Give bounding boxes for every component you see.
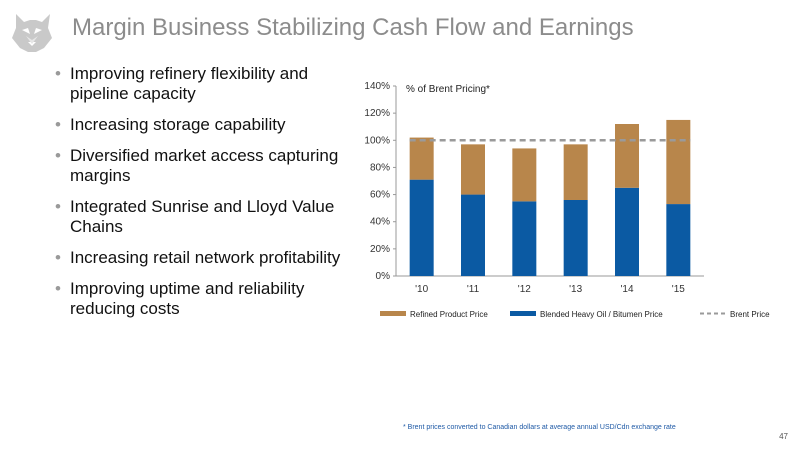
legend-swatch [510,311,536,316]
bar-blended-heavy-oil [666,204,691,276]
bar-refined-product [666,119,691,205]
y-tick-label: 20% [370,244,390,255]
bullet-item: Diversified market access capturing marg… [50,146,350,186]
chart-canvas: 0% 20% 40% 60% 80% 100% 120% 140% % of Brent Pri… [364,81,770,319]
y-tick-label: 40% [370,217,390,228]
bar-blended-heavy-oil [461,194,485,276]
stacked-bar-chart: 0% 20% 40% 60% 80% 100% 120% 140% % of Brent Pri… [350,70,790,330]
y-tick-label: 0% [376,271,391,282]
x-tick-label: '14 [620,284,633,295]
x-tick-label: '13 [569,284,582,295]
footnote: * Brent prices converted to Canadian dol… [403,424,676,431]
chart-annotation: % of Brent Pricing* [406,84,490,95]
x-tick-label: '15 [672,284,685,295]
husky-dog-logo-icon [8,8,56,56]
slide-title: Margin Business Stabilizing Cash Flow an… [72,14,634,41]
bar-blended-heavy-oil [563,200,588,276]
y-tick-label: 80% [370,162,390,173]
bullet-item: Improving refinery flexibility and pipel… [50,64,350,104]
bullet-item: Integrated Sunrise and Lloyd Value Chain… [50,197,350,237]
y-tick-label: 100% [364,135,390,146]
bar-refined-product [512,148,537,202]
bullet-list: Improving refinery flexibility and pipel… [50,64,350,330]
bar-refined-product [563,144,588,200]
x-tick-label: '10 [415,284,428,295]
y-tick-label: 60% [370,190,390,201]
page-number: 47 [779,432,788,441]
legend-label: Brent Price [730,310,770,319]
legend-label: Blended Heavy Oil / Bitumen Price [540,310,663,319]
bar-blended-heavy-oil [615,187,639,276]
legend-label: Refined Product Price [410,310,488,319]
x-tick-label: '11 [467,284,480,295]
y-tick-label: 120% [364,108,390,119]
bullet-item: Increasing storage capability [50,115,350,135]
x-tick-label: '12 [518,284,531,295]
bar-blended-heavy-oil [409,179,434,276]
bar-refined-product [615,124,639,188]
bar-blended-heavy-oil [512,201,537,276]
bullet-item: Improving uptime and reliability reducin… [50,279,350,319]
bar-refined-product [409,137,434,180]
bar-refined-product [461,144,485,195]
y-tick-label: 140% [364,81,390,92]
bullet-item: Increasing retail network profitability [50,248,350,268]
legend-swatch [380,311,406,316]
